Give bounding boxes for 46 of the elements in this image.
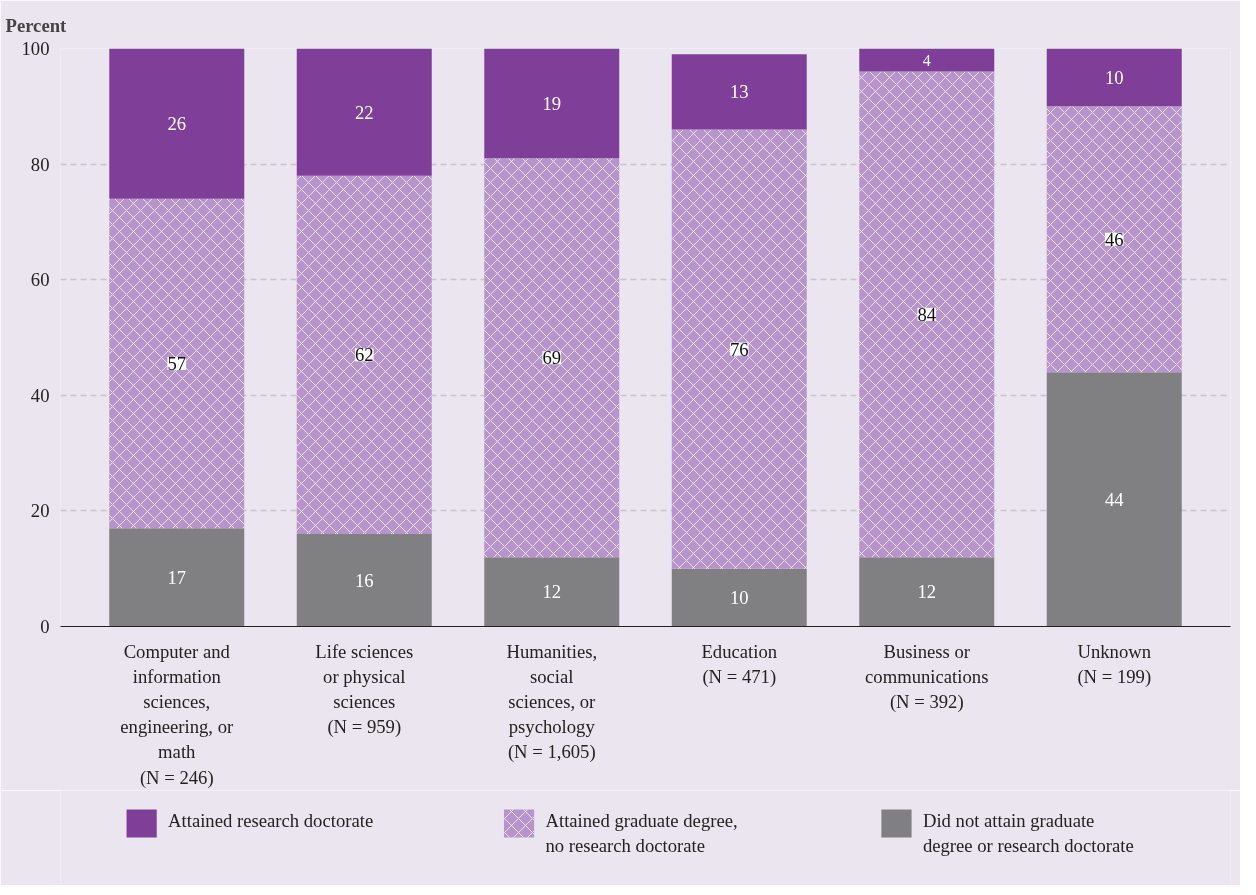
data-label: 57 bbox=[167, 353, 187, 375]
data-label: 84 bbox=[917, 303, 937, 325]
y-tick-label: 80 bbox=[30, 153, 50, 175]
data-label: 12 bbox=[917, 581, 937, 603]
bar bbox=[859, 48, 995, 72]
legend-label: Did not attain graduate degree or research doctorate bbox=[922, 809, 1134, 856]
data-label: 17 bbox=[167, 566, 187, 588]
x-tick-label: Unknown (N = 199) bbox=[1077, 640, 1152, 688]
legend-label: Attained graduate degree, no research doctorate bbox=[545, 809, 738, 856]
y-tick-label: 40 bbox=[30, 384, 50, 406]
data-label: 62 bbox=[354, 344, 374, 366]
bar bbox=[484, 557, 620, 627]
bar bbox=[296, 534, 432, 627]
bar bbox=[296, 48, 432, 176]
legend-label: Attained research doctorate bbox=[168, 809, 374, 831]
bar bbox=[1046, 48, 1182, 107]
data-label: 4 bbox=[922, 51, 931, 69]
y-tick-label: 100 bbox=[21, 38, 50, 59]
x-tick-label: Education (N = 471) bbox=[701, 640, 778, 688]
data-label: 10 bbox=[1104, 66, 1124, 88]
y-tick-label: 60 bbox=[30, 269, 50, 291]
data-label: 76 bbox=[729, 338, 749, 360]
bar bbox=[859, 557, 995, 627]
y-tick-label: 20 bbox=[30, 500, 50, 522]
bar bbox=[109, 528, 245, 627]
data-label: 16 bbox=[354, 569, 374, 591]
x-tick-label: Humanities, social sciences, or psychology (N = 1,605) bbox=[506, 640, 598, 764]
data-label: 19 bbox=[542, 92, 562, 114]
x-tick-label: Life sciences or physical sciences (N = 959) bbox=[315, 640, 414, 739]
bar bbox=[671, 568, 807, 627]
y-axis-title: Percent bbox=[5, 15, 68, 36]
bar bbox=[671, 54, 807, 130]
data-label: 22 bbox=[354, 101, 374, 123]
data-label: 69 bbox=[542, 347, 562, 369]
data-label: 46 bbox=[1104, 228, 1124, 250]
data-label: 44 bbox=[1104, 488, 1125, 510]
y-tick-label: 0 bbox=[40, 616, 50, 637]
data-label: 13 bbox=[729, 81, 749, 103]
x-tick-label: Business or communications (N = 392) bbox=[865, 640, 989, 713]
data-label: 12 bbox=[542, 581, 562, 603]
data-label: 26 bbox=[167, 113, 187, 135]
bar bbox=[1046, 372, 1182, 627]
x-tick-label: Computer and information sciences, engineering, or math (N = 246) bbox=[120, 640, 234, 789]
bar bbox=[484, 48, 620, 159]
data-label: 10 bbox=[729, 587, 749, 609]
bar bbox=[109, 48, 245, 199]
